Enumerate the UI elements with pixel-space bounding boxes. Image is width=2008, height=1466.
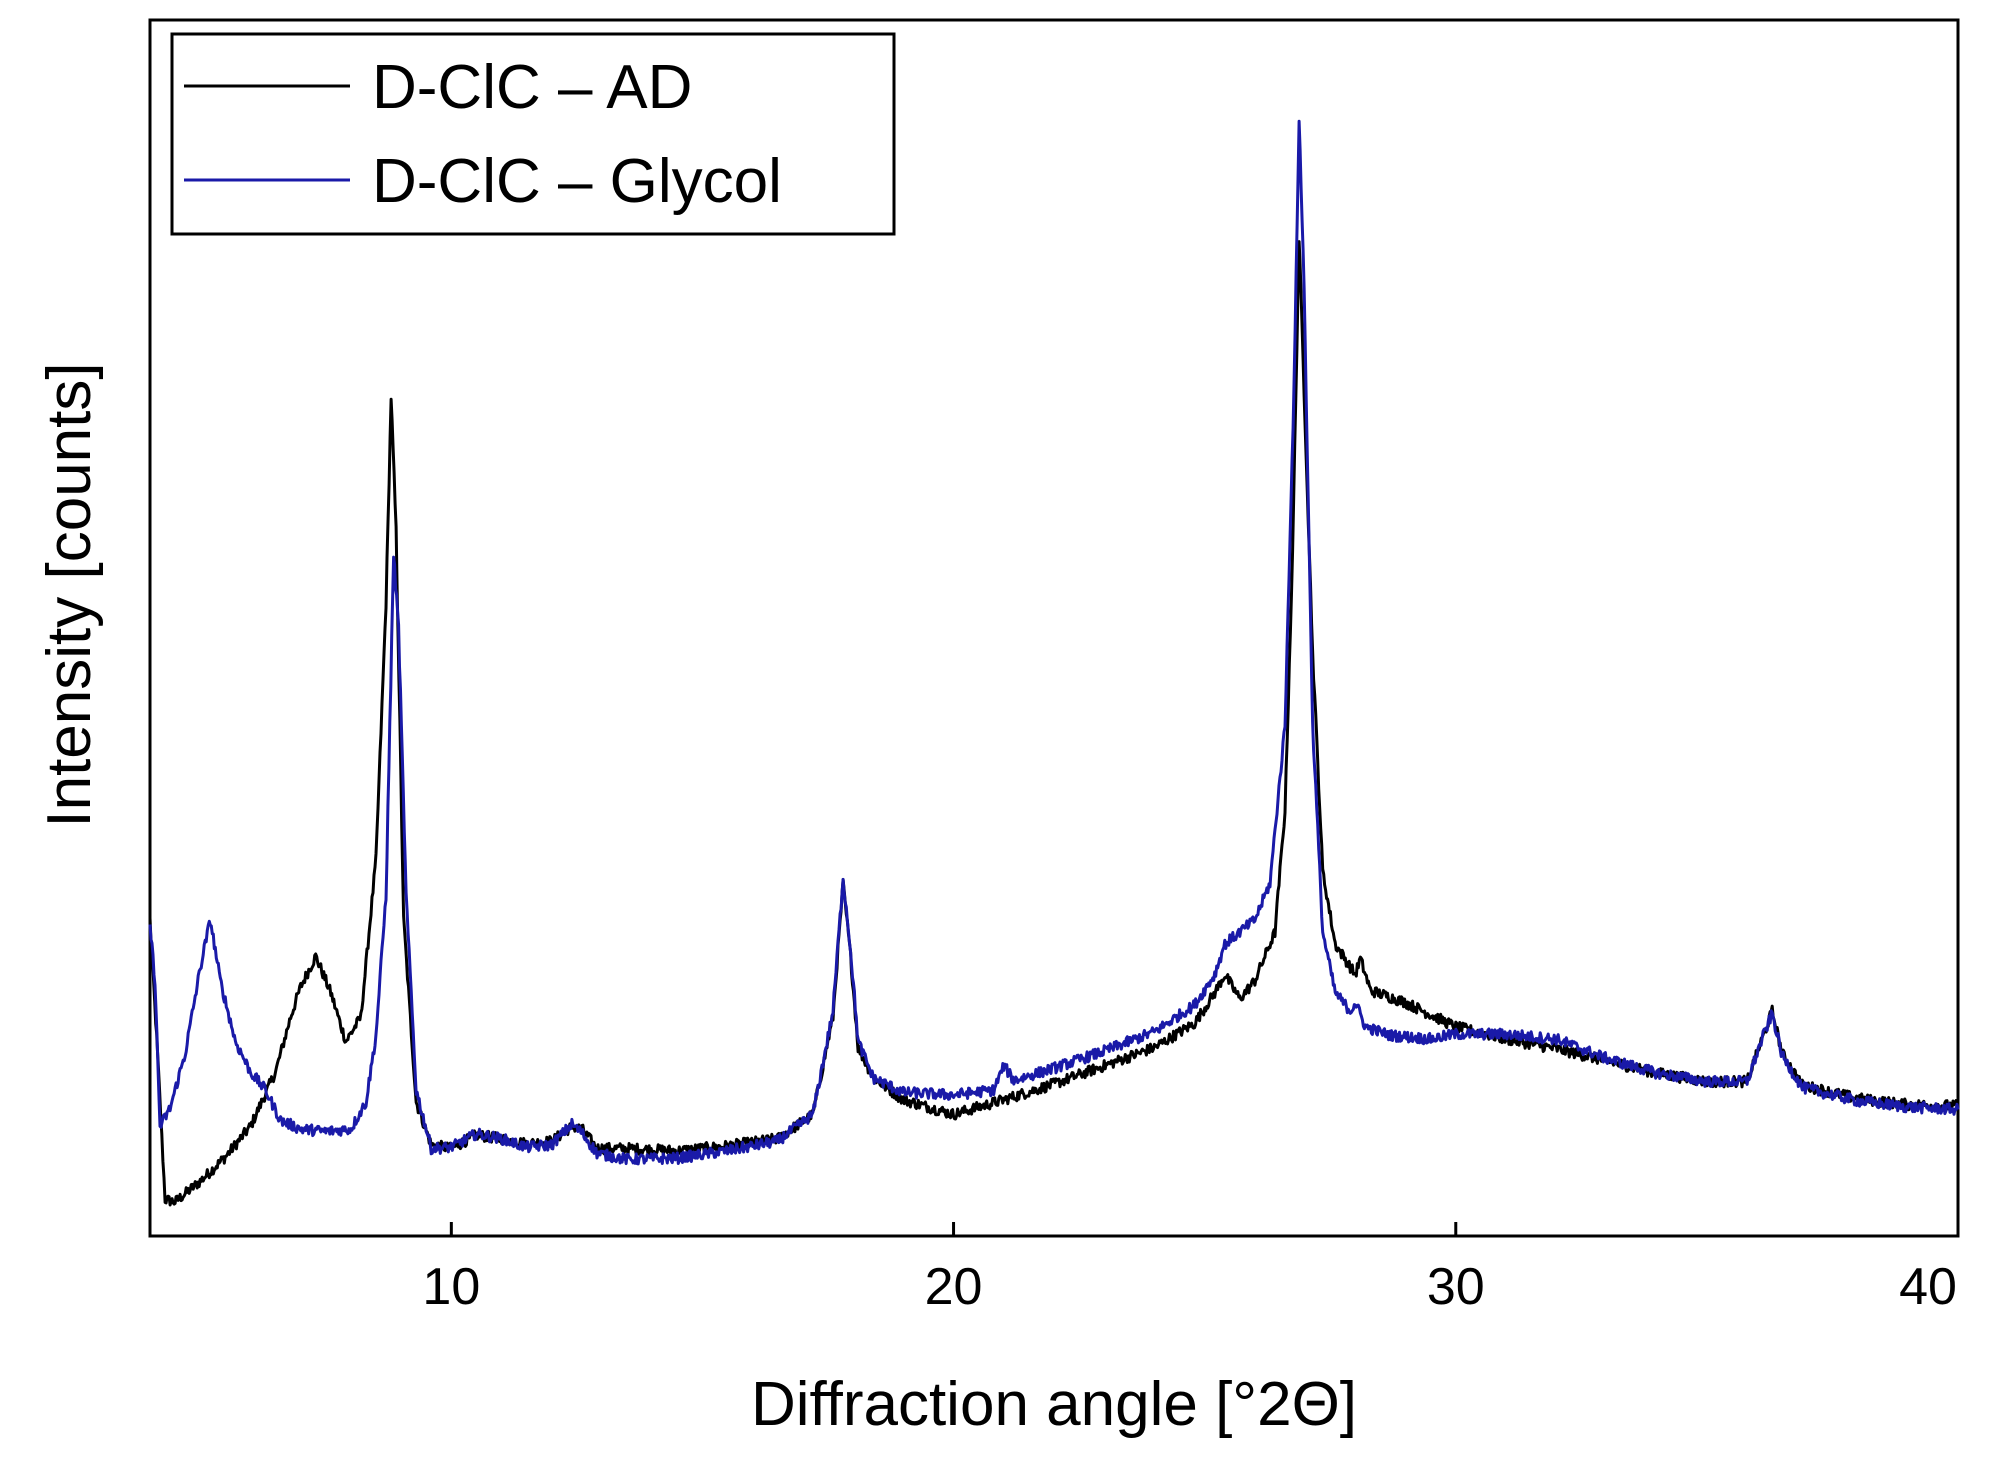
x-tick-label: 20	[925, 1258, 983, 1316]
x-axis-title: Diffraction angle [°2Θ]	[751, 1370, 1357, 1439]
legend-box	[170, 32, 896, 236]
series-line-d-clc-ad	[148, 240, 1960, 1207]
legend-label-d-clc-ad: D-ClC – AD	[372, 53, 692, 122]
series-line-d-clc-glycol	[148, 119, 1960, 1166]
x-tick-label: 30	[1427, 1258, 1485, 1316]
x-tick-label: 40	[1899, 1258, 1957, 1316]
y-axis-title: Intensity [counts]	[35, 362, 104, 827]
plot-frame	[148, 18, 1960, 1238]
legend-label-d-clc-glycol: D-ClC – Glycol	[372, 147, 782, 216]
x-tick-label: 10	[422, 1258, 480, 1316]
legend: D-ClC – AD D-ClC – Glycol	[170, 32, 896, 236]
x-axis-ticks: 10 20 30 40	[422, 1222, 1960, 1316]
